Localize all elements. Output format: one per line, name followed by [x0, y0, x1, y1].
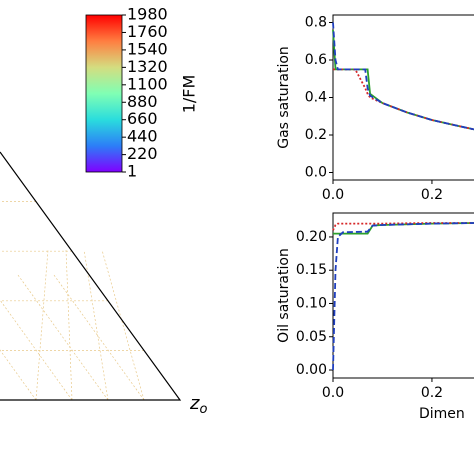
- ternary-grid: [0, 349, 37, 401]
- y-tick-label: 0.20: [296, 229, 327, 245]
- x-axis-label: Dimen: [419, 406, 465, 422]
- axes-frame: [332, 212, 474, 379]
- ternary-edge: [0, 151, 182, 401]
- y-axis-label: Oil saturation: [276, 248, 292, 343]
- y-tick-label: 0.4: [305, 90, 327, 106]
- colorbar-tick-label: 440: [127, 127, 158, 146]
- axes-frame: [332, 14, 474, 181]
- colorbar-tick-label: 1320: [127, 57, 168, 76]
- y-tick-label: 0.8: [305, 15, 327, 31]
- ternary-grid: [101, 249, 145, 401]
- colorbar-label: 1/FM: [180, 75, 199, 114]
- y-tick-label: 0.0: [305, 165, 327, 181]
- x-tick-label: 0.0: [322, 385, 344, 401]
- colorbar-tick-label: 1100: [127, 74, 168, 93]
- line-series: [333, 222, 474, 235]
- y-tick-label: 0.10: [296, 295, 327, 311]
- ternary-grid: [35, 249, 49, 401]
- y-tick-label: 0.6: [305, 52, 327, 68]
- y-tick-label: 0.2: [305, 127, 327, 143]
- label-main: z: [189, 393, 200, 414]
- colorbar-tick-label: 880: [127, 92, 158, 111]
- colorbar-tick-label: 1760: [127, 22, 168, 41]
- label-sub: o: [199, 402, 207, 417]
- colorbar-tick-label: 220: [127, 144, 158, 163]
- y-tick-label: 0.00: [296, 362, 327, 378]
- line-series: [332, 222, 474, 371]
- colorbar-tick-label: 660: [127, 109, 158, 128]
- line-series: [333, 68, 474, 131]
- colorbar-tick-label: 1: [127, 162, 137, 181]
- ternary-grid: [83, 249, 109, 401]
- y-tick-label: 0.15: [296, 262, 327, 278]
- ternary-grid: [17, 274, 109, 401]
- ternary-corner-label: zo: [189, 393, 207, 417]
- ternary-grid: [53, 274, 145, 401]
- x-tick-label: 0.0: [322, 187, 344, 203]
- colorbar: [85, 14, 123, 173]
- x-tick-label: 0.2: [421, 187, 443, 203]
- y-axis-label: Gas saturation: [276, 46, 292, 149]
- line-series: [332, 22, 474, 131]
- colorbar-tick-label: 1540: [127, 39, 168, 58]
- colorbar-tick-label: 1980: [127, 5, 168, 24]
- y-tick-label: 0.05: [296, 329, 327, 345]
- ternary-grid: [0, 299, 73, 401]
- ternary-grid: [65, 249, 73, 401]
- x-tick-label: 0.2: [421, 385, 443, 401]
- line-series: [332, 29, 474, 131]
